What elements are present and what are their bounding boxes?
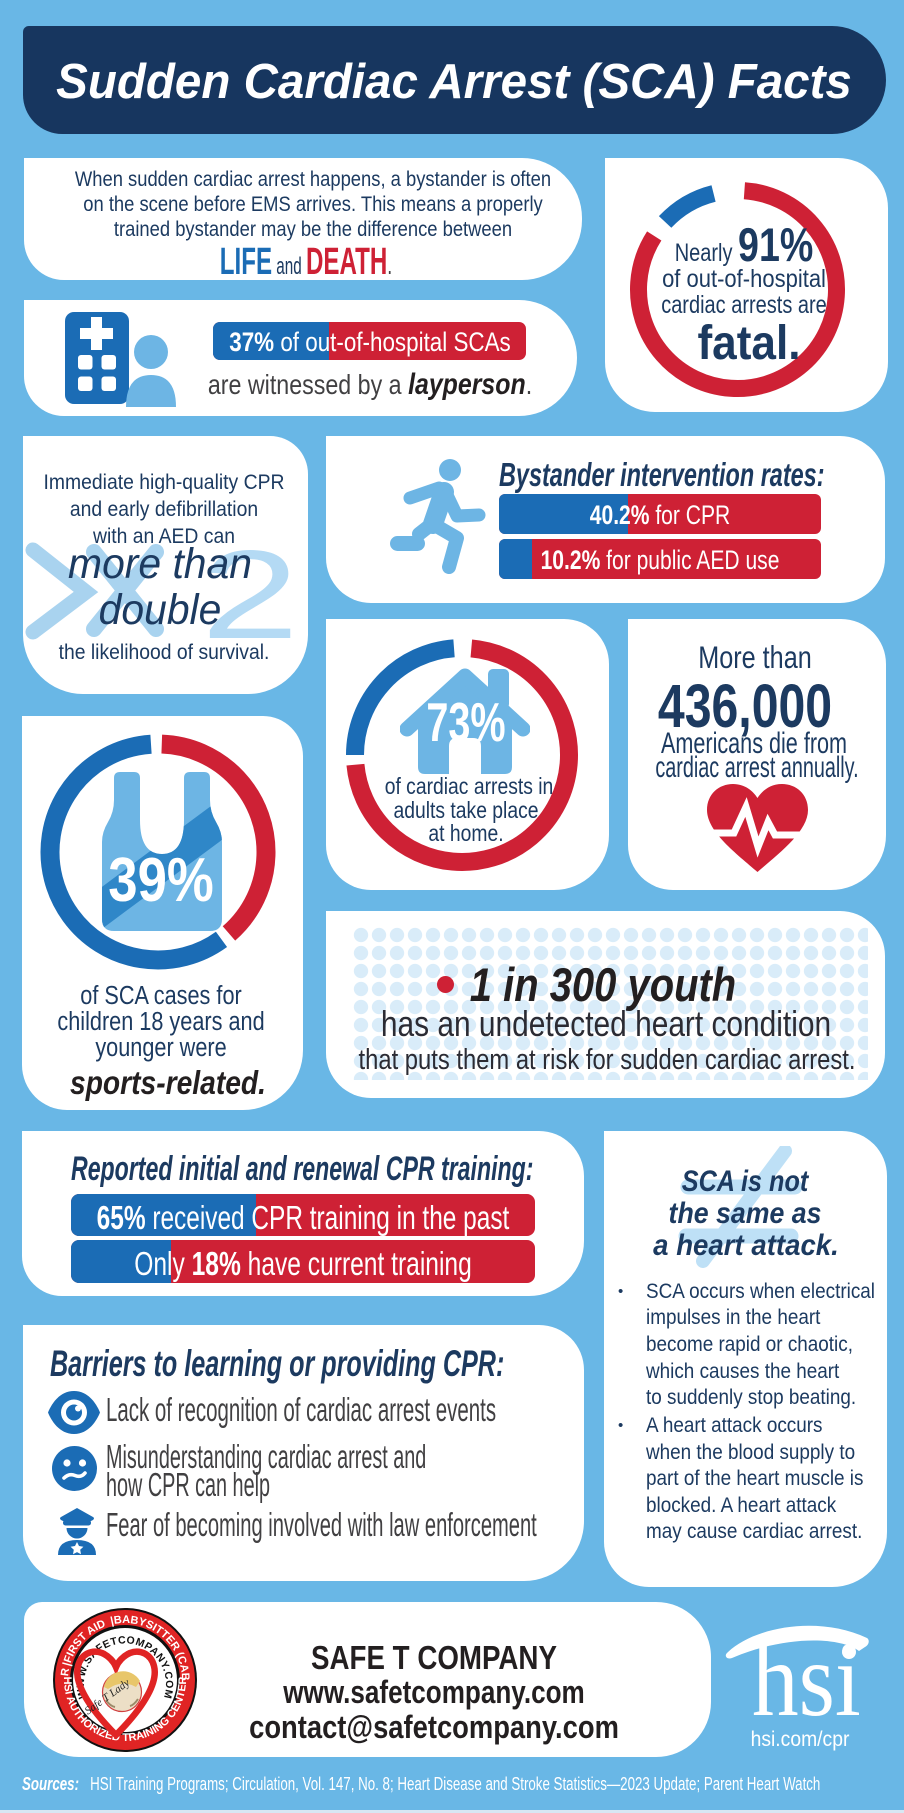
svg-text:2: 2 [201, 540, 295, 650]
svg-text:hsi: hsi [752, 1621, 861, 1722]
